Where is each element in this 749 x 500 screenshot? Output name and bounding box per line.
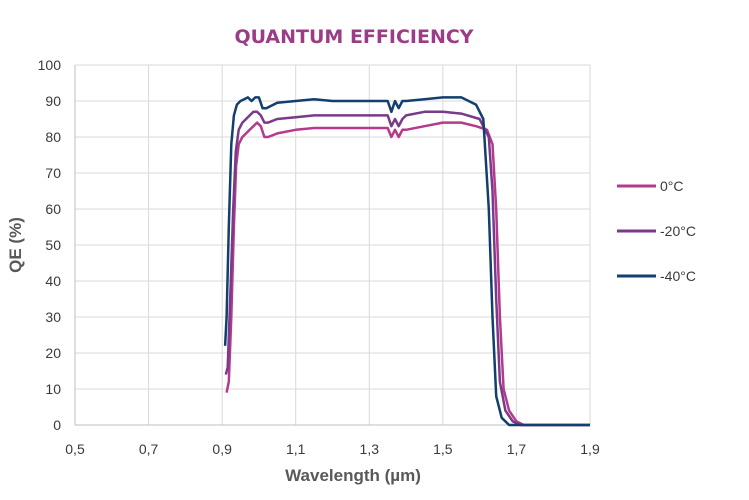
x-tick-labels: 0,5 0,7 0,9 1,1 1,3 1,5 1,7 1,9: [65, 441, 600, 457]
legend-label: -20°C: [660, 223, 696, 239]
y-tick-label: 30: [45, 309, 61, 325]
series-line: [225, 121, 590, 427]
y-tick-label: 80: [45, 129, 61, 145]
x-tick-label: 0,5: [65, 441, 85, 457]
y-axis-label: QE (%): [6, 217, 25, 273]
x-tick-label: 1,1: [286, 441, 306, 457]
y-tick-label: 100: [38, 57, 62, 73]
y-tick-label: 90: [45, 93, 61, 109]
y-tick-label: 20: [45, 345, 61, 361]
series-lines: [223, 96, 590, 427]
legend-label: -40°C: [660, 268, 696, 284]
y-tick-label: 40: [45, 273, 61, 289]
y-tick-label: 0: [53, 417, 61, 433]
y-tick-label: 50: [45, 237, 61, 253]
grid: [75, 64, 591, 425]
x-tick-label: 0,7: [139, 441, 159, 457]
y-tick-label: 70: [45, 165, 61, 181]
y-tick-labels: 0 10 20 30 40 50 60 70 80 90 100: [38, 57, 62, 433]
series-line: [223, 96, 590, 427]
chart-title: QUANTUM EFFICIENCY: [234, 26, 473, 48]
legend-label: 0°C: [660, 178, 684, 194]
x-tick-label: 0,9: [212, 441, 232, 457]
x-axis-label: Wavelength (µm): [285, 466, 421, 485]
series-line: [224, 110, 590, 427]
y-tick-label: 10: [45, 381, 61, 397]
y-tick-label: 60: [45, 201, 61, 217]
legend: 0°C -20°C -40°C: [617, 178, 696, 284]
x-tick-label: 1,7: [507, 441, 527, 457]
x-tick-label: 1,5: [433, 441, 453, 457]
x-tick-label: 1,3: [360, 441, 380, 457]
axes: [74, 65, 590, 426]
x-tick-label: 1,9: [580, 441, 600, 457]
